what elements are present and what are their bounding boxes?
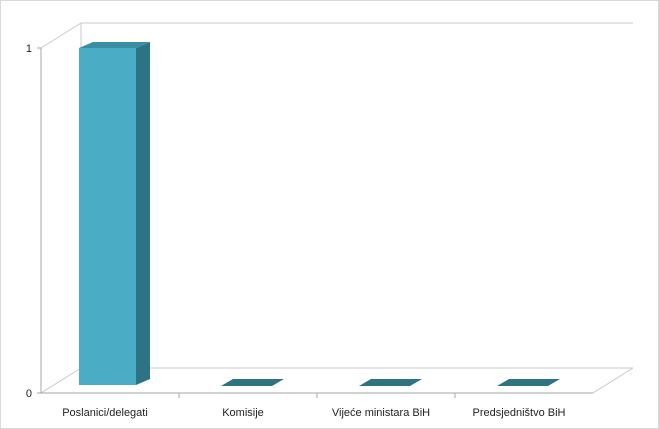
x-tick-label: Komisije <box>222 407 264 419</box>
bar-3 <box>359 379 422 386</box>
y-tick-label: 0 <box>26 388 32 400</box>
x-tick-label: Poslanici/delegati <box>62 407 148 419</box>
bar-4 <box>497 379 560 386</box>
bar-zero-face <box>359 379 422 386</box>
axis-ticks <box>37 47 456 398</box>
back-wall-left-top-edge <box>40 22 82 49</box>
y-tick-label: 1 <box>26 43 32 55</box>
bar-front-face <box>79 48 136 385</box>
floor-left-edge <box>40 367 82 394</box>
x-tick-label: Predsjedništvo BiH <box>473 407 566 419</box>
floor-right-edge <box>592 367 634 394</box>
bar-2 <box>221 379 284 386</box>
bar-side-face <box>136 42 150 385</box>
bar-zero-face <box>497 379 560 386</box>
x-tick-label: Vijeće ministara BiH <box>332 407 430 419</box>
bar-zero-face <box>221 379 284 386</box>
bar-top-face <box>79 42 150 48</box>
bars-group <box>79 42 560 386</box>
bar-1 <box>79 42 150 385</box>
axis-labels: 0 1 Poslanici/delegati Komisije Vijeće minis… <box>26 43 566 419</box>
